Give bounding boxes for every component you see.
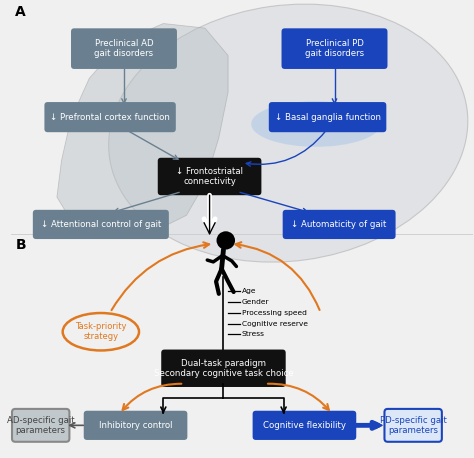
FancyBboxPatch shape xyxy=(33,210,169,239)
Ellipse shape xyxy=(109,4,468,262)
Text: ↓ Basal ganglia function: ↓ Basal ganglia function xyxy=(274,113,381,122)
FancyBboxPatch shape xyxy=(45,102,176,132)
FancyBboxPatch shape xyxy=(84,411,187,440)
FancyBboxPatch shape xyxy=(158,158,261,195)
Text: Preclinical AD
gait disorders: Preclinical AD gait disorders xyxy=(94,39,154,58)
FancyBboxPatch shape xyxy=(282,28,387,69)
Text: Stress: Stress xyxy=(242,332,265,338)
Text: Cognitive flexibility: Cognitive flexibility xyxy=(263,421,346,430)
Text: Gender: Gender xyxy=(242,299,269,305)
Text: Preclinical PD
gait disorders: Preclinical PD gait disorders xyxy=(305,39,364,58)
Text: Age: Age xyxy=(242,288,256,294)
Text: ↓ Attentional control of gait: ↓ Attentional control of gait xyxy=(41,220,161,229)
Text: AD-specific gait
parameters: AD-specific gait parameters xyxy=(7,416,74,435)
Ellipse shape xyxy=(251,101,381,147)
Text: B: B xyxy=(15,238,26,252)
Text: Task-priority
strategy: Task-priority strategy xyxy=(75,322,127,341)
Text: ↓ Frontostriatal
connectivity: ↓ Frontostriatal connectivity xyxy=(176,167,243,186)
Circle shape xyxy=(217,231,235,250)
FancyBboxPatch shape xyxy=(253,411,356,440)
Text: Inhibitory control: Inhibitory control xyxy=(99,421,173,430)
FancyBboxPatch shape xyxy=(71,28,177,69)
FancyBboxPatch shape xyxy=(283,210,396,239)
Text: Processing speed: Processing speed xyxy=(242,310,307,316)
Text: Dual-task paradigm
Secondary cognitive task choice: Dual-task paradigm Secondary cognitive t… xyxy=(154,359,293,378)
Text: Cognitive reserve: Cognitive reserve xyxy=(242,321,308,327)
Text: A: A xyxy=(15,5,26,19)
FancyBboxPatch shape xyxy=(269,102,386,132)
FancyBboxPatch shape xyxy=(384,409,442,442)
FancyBboxPatch shape xyxy=(161,349,286,387)
Text: ↓ Automaticity of gait: ↓ Automaticity of gait xyxy=(292,220,387,229)
Text: PD-specific gait
parameters: PD-specific gait parameters xyxy=(380,416,447,435)
Text: ↓ Prefrontal cortex function: ↓ Prefrontal cortex function xyxy=(50,113,170,122)
FancyBboxPatch shape xyxy=(12,409,69,442)
PathPatch shape xyxy=(57,23,228,234)
